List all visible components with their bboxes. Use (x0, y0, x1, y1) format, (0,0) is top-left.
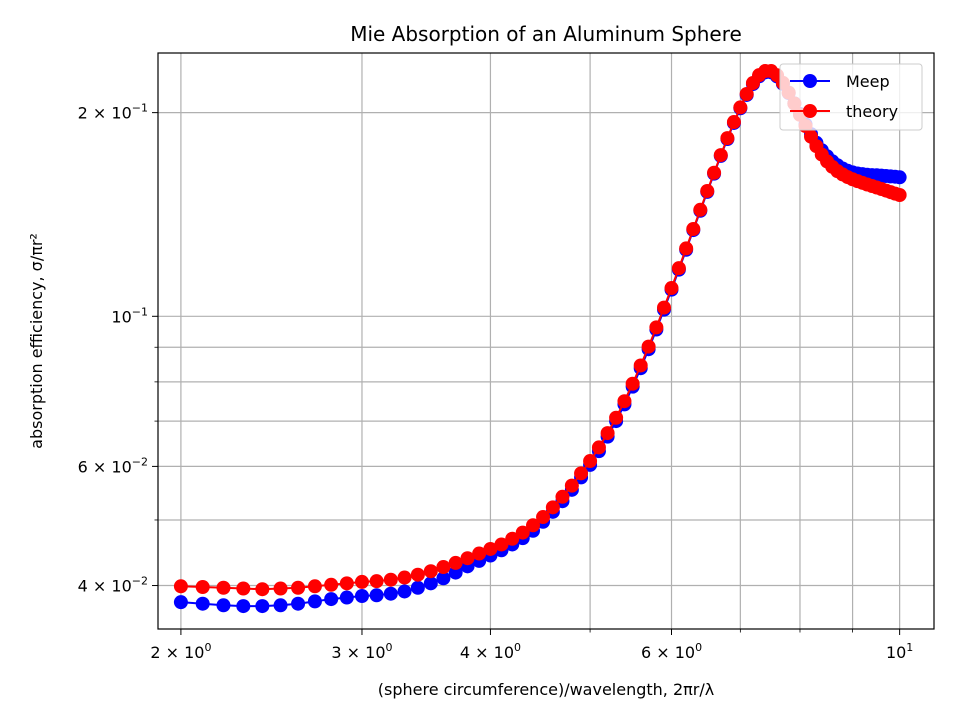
data-point-meep (354, 589, 369, 603)
data-point-theory (448, 555, 463, 570)
data-point-theory (583, 454, 598, 469)
data-point-meep (216, 598, 231, 613)
legend-theory-marker (803, 104, 817, 118)
data-point-theory (555, 489, 570, 504)
plot-frame (157, 52, 935, 630)
legend-meep-label: Meep (846, 72, 890, 91)
data-point-meep (448, 565, 463, 580)
legend-meep-marker (803, 74, 817, 88)
data-point-theory (679, 241, 694, 256)
data-point-theory (600, 426, 615, 441)
data-point-theory (574, 466, 589, 481)
data-point-theory (733, 100, 748, 115)
data-point-theory (436, 560, 451, 575)
data-point-meep (173, 595, 188, 610)
data-point-theory (609, 410, 624, 425)
data-point-meep (397, 584, 412, 599)
data-point-theory (720, 131, 735, 146)
data-point-theory (564, 478, 579, 493)
data-point-meep (236, 599, 251, 614)
data-point-theory (649, 320, 664, 335)
x-axis-label: (sphere circumference)/wavelength, 2πr/λ (378, 680, 714, 699)
data-point-theory (216, 580, 231, 595)
data-point-meep (195, 596, 210, 611)
legend: Meep theory (779, 63, 923, 131)
data-point-theory (494, 537, 509, 552)
data-point-theory (700, 183, 715, 198)
data-point-theory (460, 551, 475, 566)
data-point-meep (255, 599, 270, 614)
x-tick-label: 4 × 100 (460, 641, 521, 662)
data-point-meep (383, 586, 398, 601)
data-point-theory (625, 376, 640, 391)
data-point-theory (545, 500, 560, 515)
y-axis-label: absorption efficiency, σ/πr² (27, 233, 46, 449)
y-tick-label: 4 × 10−2 (78, 575, 148, 596)
data-point-theory (423, 564, 438, 579)
data-point-meep (307, 594, 322, 609)
data-point-meep (892, 170, 907, 185)
data-point-theory (726, 115, 741, 130)
data-point-theory (671, 261, 686, 276)
data-point-theory (255, 582, 270, 597)
data-point-theory (739, 86, 754, 101)
data-point-meep (324, 592, 339, 607)
data-point-theory (515, 525, 530, 540)
y-tick-label: 2 × 10−1 (78, 102, 148, 123)
data-point-theory (291, 580, 306, 595)
data-point-theory (339, 576, 354, 591)
x-tick-label: 3 × 100 (331, 641, 392, 662)
data-point-theory (536, 510, 551, 525)
data-point-theory (657, 300, 672, 315)
data-point-theory (324, 577, 339, 592)
data-point-meep (423, 576, 438, 591)
data-point-theory (472, 546, 487, 561)
x-tick-label: 2 × 100 (150, 641, 211, 662)
data-point-meep (410, 580, 425, 595)
legend-theory-label: theory (846, 102, 898, 121)
data-point-theory (641, 339, 656, 354)
data-point-meep (291, 596, 306, 611)
data-point-theory (892, 188, 907, 203)
data-point-theory (273, 581, 288, 596)
data-point-theory (195, 580, 210, 595)
y-tick-label: 6 × 10−2 (78, 455, 148, 476)
data-point-theory (686, 221, 701, 236)
data-point-theory (410, 567, 425, 582)
data-point-theory (369, 574, 384, 589)
data-point-theory (664, 281, 679, 296)
x-tick-label: 6 × 100 (641, 641, 702, 662)
data-point-theory (307, 579, 322, 594)
x-tick-label: 101 (886, 641, 913, 662)
series-theory (173, 64, 907, 597)
data-point-theory (633, 358, 648, 373)
data-point-meep (369, 588, 384, 603)
chart-title: Mie Absorption of an Aluminum Sphere (350, 22, 742, 46)
data-point-theory (707, 165, 722, 180)
data-point-theory (591, 440, 606, 455)
data-point-theory (617, 394, 632, 409)
y-tick-label: 10−1 (111, 305, 148, 326)
data-point-meep (339, 590, 354, 605)
data-point-meep (436, 571, 451, 586)
data-point-theory (397, 570, 412, 585)
data-point-theory (713, 148, 728, 163)
data-point-theory (526, 518, 541, 533)
data-point-theory (236, 581, 251, 596)
data-point-meep (273, 598, 288, 613)
data-point-theory (383, 572, 398, 587)
data-point-theory (354, 574, 369, 589)
data-point-theory (693, 202, 708, 217)
data-point-theory (173, 579, 188, 594)
data-point-theory (505, 531, 520, 546)
data-point-theory (483, 541, 498, 556)
axis-ticks: 2 × 100 3 × 100 4 × 100 6 × 100 101 4 × 10−2 6… (78, 102, 914, 662)
